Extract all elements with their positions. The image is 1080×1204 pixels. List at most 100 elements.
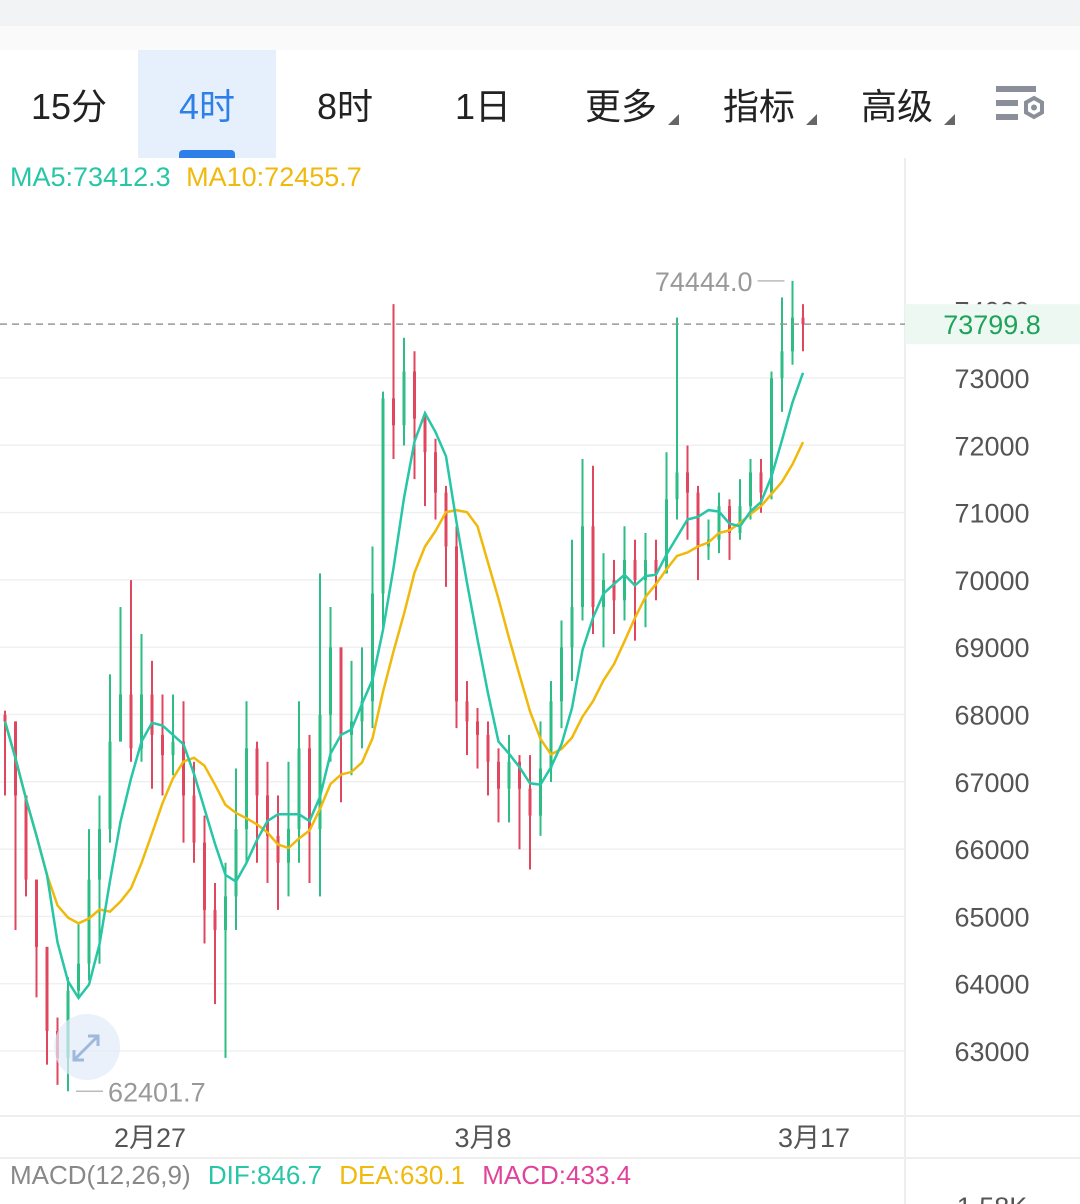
candle-body bbox=[560, 647, 563, 702]
candle-body bbox=[644, 559, 647, 581]
candle-body bbox=[696, 492, 700, 547]
ma-legend: MA5:73412.3 MA10:72455.7 bbox=[10, 162, 370, 193]
dropdown-triangle-icon bbox=[944, 114, 955, 125]
candle-body bbox=[392, 398, 395, 426]
macd-axis-label: 1.58K bbox=[957, 1192, 1028, 1204]
y-tick-label: 68000 bbox=[954, 701, 1029, 731]
tab-4h[interactable]: 4时 bbox=[138, 50, 276, 158]
candle-body bbox=[150, 694, 154, 735]
y-tick-label: 72000 bbox=[954, 431, 1029, 461]
candle-body bbox=[203, 842, 206, 910]
low-price-label: 62401.7 bbox=[108, 1077, 206, 1107]
ma5-value: MA5:73412.3 bbox=[10, 162, 171, 192]
candle-body bbox=[329, 647, 332, 715]
candle-body bbox=[528, 788, 532, 816]
candle-body bbox=[791, 317, 794, 352]
candle-body bbox=[686, 472, 689, 493]
dropdown-triangle-icon bbox=[668, 114, 679, 125]
x-tick-label: 3月8 bbox=[454, 1123, 511, 1153]
candle-body bbox=[497, 761, 500, 789]
macd-legend: MACD(12,26,9) DIF:846.7 DEA:630.1 MACD:4… bbox=[10, 1160, 641, 1191]
candle-body bbox=[140, 694, 143, 749]
tab-label: 15分 bbox=[30, 86, 108, 127]
candle-body bbox=[402, 371, 406, 426]
candle-body bbox=[665, 499, 668, 574]
candle-body bbox=[360, 701, 364, 722]
dropdown-triangle-icon bbox=[806, 114, 817, 125]
x-tick-label: 3月17 bbox=[778, 1123, 850, 1153]
candle-body bbox=[24, 795, 28, 880]
y-tick-label: 66000 bbox=[954, 835, 1029, 865]
current-price-label: 73799.8 bbox=[943, 310, 1041, 340]
candle-body bbox=[171, 741, 175, 756]
tab-more[interactable]: 更多 bbox=[552, 50, 690, 158]
candle-body bbox=[549, 701, 553, 769]
candle-body bbox=[108, 741, 112, 830]
candle-body bbox=[486, 734, 490, 762]
status-strip bbox=[0, 0, 1080, 26]
macd-name: MACD(12,26,9) bbox=[10, 1160, 191, 1190]
candle-body bbox=[119, 694, 122, 742]
candle-body bbox=[518, 761, 521, 789]
candle-body bbox=[476, 721, 479, 735]
candle-body bbox=[98, 829, 101, 880]
tab-15min[interactable]: 15分 bbox=[0, 50, 138, 158]
tab-advanced[interactable]: 高级 bbox=[828, 50, 966, 158]
ma10-line bbox=[3, 441, 805, 925]
tab-label: 1日 bbox=[454, 86, 512, 127]
high-price-label: 74444.0 bbox=[655, 267, 753, 297]
macd-dea: DEA:630.1 bbox=[339, 1160, 466, 1190]
candle-body bbox=[591, 526, 595, 608]
candle-body bbox=[759, 472, 763, 493]
candle-body bbox=[287, 829, 290, 863]
candle-body bbox=[770, 378, 773, 493]
y-tick-label: 69000 bbox=[954, 633, 1029, 663]
candle-body bbox=[780, 351, 784, 379]
interval-tab-bar: 15分 4时 8时 1日 更多 指标 高级 bbox=[0, 50, 1080, 158]
ma10-value: MA10:72455.7 bbox=[186, 162, 362, 192]
y-tick-label: 71000 bbox=[954, 499, 1029, 529]
y-tick-label: 65000 bbox=[954, 902, 1029, 932]
candle-body bbox=[444, 492, 448, 547]
y-tick-label: 73000 bbox=[954, 364, 1029, 394]
candle-body bbox=[77, 963, 80, 991]
candle-body bbox=[192, 795, 196, 843]
candle-body bbox=[213, 909, 217, 931]
tab-indicators[interactable]: 指标 bbox=[690, 50, 828, 158]
candle-body bbox=[255, 748, 259, 796]
candle-body bbox=[245, 748, 248, 830]
candle-body bbox=[266, 795, 269, 836]
candle-body bbox=[161, 734, 164, 756]
candle-body bbox=[434, 452, 437, 493]
candle-body bbox=[339, 647, 343, 735]
tab-1d[interactable]: 1日 bbox=[414, 50, 552, 158]
candle-body bbox=[381, 398, 385, 594]
candle-body bbox=[570, 607, 574, 648]
expand-icon[interactable] bbox=[54, 1014, 120, 1080]
candle-body bbox=[675, 472, 679, 500]
ma5-line bbox=[3, 372, 805, 1001]
y-tick-label: 64000 bbox=[954, 970, 1029, 1000]
candle-body bbox=[633, 559, 637, 581]
candle-body bbox=[276, 835, 280, 863]
status-strip-lower bbox=[0, 26, 1080, 50]
y-tick-label: 63000 bbox=[954, 1037, 1029, 1067]
chart-settings-icon[interactable] bbox=[996, 84, 1048, 128]
price-chart[interactable]: 73000 72000 71000 70000 69000 68000 67000 66000… bbox=[0, 158, 1080, 1204]
candle-body bbox=[455, 546, 458, 702]
candle-body bbox=[654, 559, 658, 574]
candle-body bbox=[87, 879, 91, 964]
macd-dif: DIF:846.7 bbox=[207, 1160, 323, 1190]
candle-body bbox=[581, 526, 584, 608]
tab-8h[interactable]: 8时 bbox=[276, 50, 414, 158]
candle-body bbox=[371, 593, 374, 702]
candle-body bbox=[129, 694, 133, 749]
candle-body bbox=[539, 768, 542, 816]
y-tick-label: 67000 bbox=[954, 768, 1029, 798]
candle-body bbox=[297, 748, 301, 830]
candle-body bbox=[717, 506, 721, 540]
candle-body bbox=[234, 829, 238, 897]
candle-body bbox=[182, 741, 185, 796]
tab-label: 指标 bbox=[722, 86, 795, 127]
tab-label: 8时 bbox=[316, 86, 374, 127]
